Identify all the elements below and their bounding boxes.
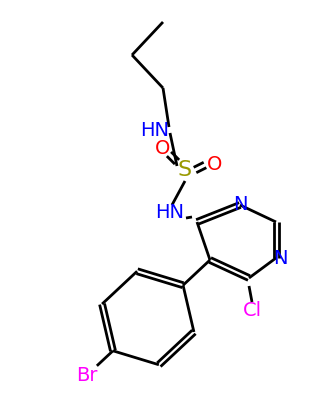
Text: HN: HN xyxy=(140,120,169,140)
Text: N: N xyxy=(273,249,287,267)
Text: Cl: Cl xyxy=(242,300,262,320)
Text: S: S xyxy=(178,160,192,180)
Text: Br: Br xyxy=(76,366,97,385)
Text: N: N xyxy=(233,194,247,213)
Text: O: O xyxy=(155,138,171,158)
Text: O: O xyxy=(207,156,223,174)
Text: HN: HN xyxy=(156,203,185,223)
